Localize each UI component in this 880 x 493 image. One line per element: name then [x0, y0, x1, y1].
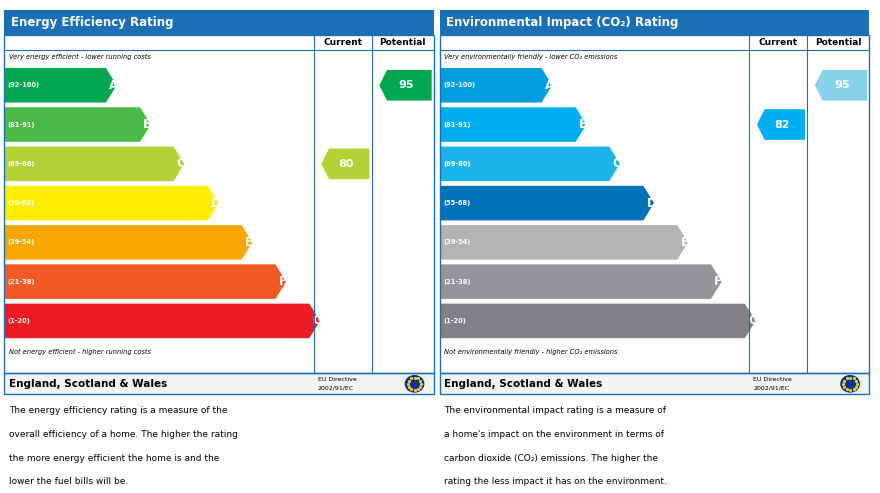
Polygon shape	[440, 68, 553, 103]
Text: (81-91): (81-91)	[444, 122, 471, 128]
Circle shape	[405, 375, 424, 392]
Text: lower the fuel bills will be.: lower the fuel bills will be.	[9, 477, 128, 486]
Text: B: B	[143, 118, 152, 131]
Polygon shape	[440, 304, 756, 338]
Text: EU Directive: EU Directive	[318, 377, 356, 382]
Text: D: D	[647, 197, 656, 210]
Text: The energy efficiency rating is a measure of the: The energy efficiency rating is a measur…	[9, 406, 227, 415]
Text: G: G	[748, 315, 758, 327]
Polygon shape	[440, 107, 586, 142]
Text: (69-80): (69-80)	[8, 161, 35, 167]
Text: B: B	[579, 118, 588, 131]
Bar	[4, 35, 434, 373]
Text: rating the less impact it has on the environment.: rating the less impact it has on the env…	[444, 477, 667, 486]
Text: (92-100): (92-100)	[444, 82, 475, 88]
Text: C: C	[612, 157, 621, 170]
Text: Energy Efficiency Rating: Energy Efficiency Rating	[11, 16, 173, 29]
Polygon shape	[4, 225, 253, 260]
Text: (1-20): (1-20)	[444, 318, 466, 324]
Polygon shape	[321, 148, 370, 179]
Text: 80: 80	[339, 159, 354, 169]
Text: carbon dioxide (CO₂) emissions. The higher the: carbon dioxide (CO₂) emissions. The high…	[444, 454, 658, 462]
Polygon shape	[440, 146, 620, 181]
Polygon shape	[379, 70, 432, 101]
Text: (81-91): (81-91)	[8, 122, 35, 128]
Text: A: A	[109, 79, 118, 92]
Polygon shape	[4, 68, 117, 103]
Text: Not energy efficient - higher running costs: Not energy efficient - higher running co…	[9, 349, 150, 355]
Text: (69-80): (69-80)	[444, 161, 471, 167]
Text: Potential: Potential	[815, 38, 862, 47]
Text: Environmental Impact (CO₂) Rating: Environmental Impact (CO₂) Rating	[446, 16, 678, 29]
Text: D: D	[211, 197, 221, 210]
Text: 82: 82	[774, 119, 789, 130]
Bar	[440, 373, 869, 394]
Polygon shape	[4, 304, 320, 338]
Text: (39-54): (39-54)	[444, 240, 471, 246]
Text: F: F	[715, 275, 722, 288]
Text: (21-38): (21-38)	[8, 279, 35, 284]
Text: The environmental impact rating is a measure of: The environmental impact rating is a mea…	[444, 406, 666, 415]
Text: Potential: Potential	[379, 38, 426, 47]
Text: overall efficiency of a home. The higher the rating: overall efficiency of a home. The higher…	[9, 430, 238, 439]
Text: Very energy efficient - lower running costs: Very energy efficient - lower running co…	[9, 54, 150, 60]
Text: 95: 95	[834, 80, 850, 90]
Text: G: G	[312, 315, 322, 327]
Polygon shape	[4, 186, 218, 220]
Polygon shape	[4, 107, 150, 142]
Text: Very environmentally friendly - lower CO₂ emissions: Very environmentally friendly - lower CO…	[444, 54, 618, 60]
Polygon shape	[440, 186, 654, 220]
Text: the more energy efficient the home is and the: the more energy efficient the home is an…	[9, 454, 219, 462]
Text: Current: Current	[759, 38, 798, 47]
Polygon shape	[4, 146, 184, 181]
Text: 95: 95	[399, 80, 414, 90]
Text: a home's impact on the environment in terms of: a home's impact on the environment in te…	[444, 430, 664, 439]
Bar	[4, 373, 434, 394]
Text: EU Directive: EU Directive	[753, 377, 792, 382]
Text: England, Scotland & Wales: England, Scotland & Wales	[9, 379, 167, 389]
Text: Not environmentally friendly - higher CO₂ emissions: Not environmentally friendly - higher CO…	[444, 349, 618, 355]
Text: (21-38): (21-38)	[444, 279, 471, 284]
Text: England, Scotland & Wales: England, Scotland & Wales	[444, 379, 603, 389]
Circle shape	[840, 375, 860, 392]
Polygon shape	[440, 264, 722, 299]
Text: (92-100): (92-100)	[8, 82, 40, 88]
Polygon shape	[440, 225, 688, 260]
Text: E: E	[680, 236, 688, 249]
Bar	[440, 35, 869, 373]
Text: 2002/91/EC: 2002/91/EC	[753, 386, 789, 390]
Text: (1-20): (1-20)	[8, 318, 31, 324]
Bar	[440, 10, 869, 35]
Text: 2002/91/EC: 2002/91/EC	[318, 386, 354, 390]
Polygon shape	[4, 264, 286, 299]
Text: (55-68): (55-68)	[444, 200, 471, 206]
Polygon shape	[815, 70, 868, 101]
Text: E: E	[245, 236, 253, 249]
Bar	[4, 10, 434, 35]
Text: (55-68): (55-68)	[8, 200, 35, 206]
Text: C: C	[177, 157, 186, 170]
Text: F: F	[279, 275, 287, 288]
Text: A: A	[545, 79, 554, 92]
Text: Current: Current	[323, 38, 363, 47]
Polygon shape	[757, 109, 805, 140]
Text: (39-54): (39-54)	[8, 240, 35, 246]
